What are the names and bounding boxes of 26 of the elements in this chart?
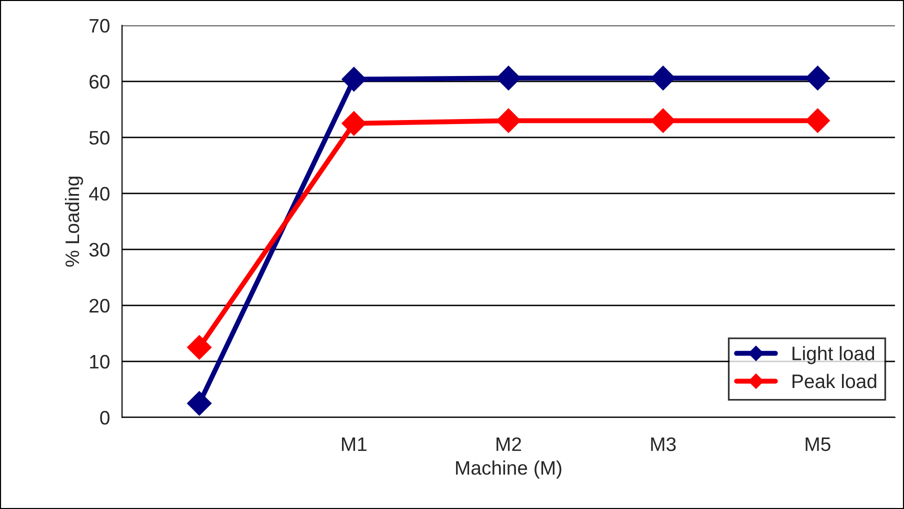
x-tick-label: M3 [651,437,676,452]
y-tick-label: 60 [90,74,110,89]
point [650,108,676,133]
y-tick-label: 70 [90,18,110,33]
legend-label: Peak load [792,374,876,388]
x-tick-label: M1 [342,438,366,451]
point [187,391,212,416]
point [187,335,212,360]
y-axis-title: % Loading [64,176,84,267]
x-tick-label: M2 [496,437,522,451]
x-tick-label: M5 [806,438,830,452]
x-axis-title: Machine (M) [456,460,562,479]
point [342,111,366,136]
y-tick-label: 0 [100,410,110,425]
legend-label: Light load [792,346,874,364]
y-tick-label: 40 [89,186,110,201]
y-tick-label: 50 [89,130,110,145]
y-tick-label: 30 [89,242,110,257]
point [805,66,830,90]
y-tick-label: 20 [90,298,110,313]
point [342,66,366,92]
point [805,108,830,133]
point [650,66,676,90]
point [496,108,521,133]
point [496,66,521,90]
y-tick-label: 10 [90,354,110,369]
